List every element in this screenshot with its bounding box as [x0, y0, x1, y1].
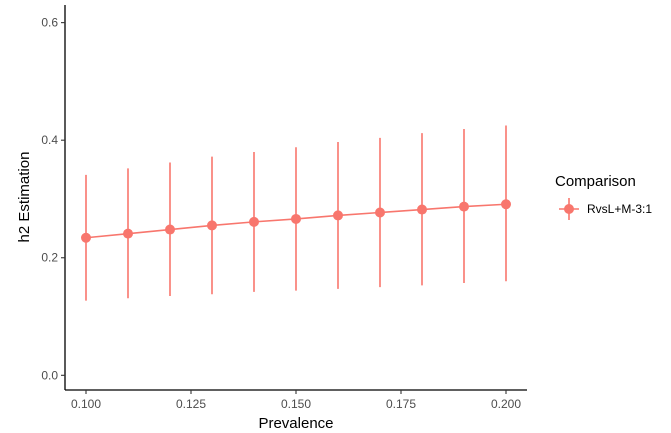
- x-tick-label: 0.150: [281, 397, 311, 411]
- x-axis-ticks: 0.100 0.125 0.150 0.175 0.200: [71, 390, 521, 411]
- data-point: [249, 216, 259, 227]
- data-point: [501, 199, 511, 210]
- error-bars: [85, 125, 507, 301]
- legend-key-point: [564, 204, 574, 214]
- data-point: [375, 207, 385, 218]
- data-point: [459, 201, 469, 212]
- data-point: [291, 213, 301, 224]
- legend-label: RvsL+M-3:1: [587, 202, 652, 216]
- y-axis-title: h2 Estimation: [16, 152, 33, 243]
- data-point: [123, 228, 133, 239]
- y-tick-label: 0.2: [41, 251, 58, 265]
- data-point: [165, 224, 175, 235]
- y-tick-label: 0.6: [41, 16, 58, 30]
- data-points: [81, 199, 511, 243]
- plot-area: [81, 125, 511, 301]
- x-tick-label: 0.125: [176, 397, 206, 411]
- y-axis-ticks: 0.0 0.2 0.4 0.6: [41, 16, 65, 382]
- data-point: [207, 220, 217, 231]
- legend: Comparison RvsL+M-3:1: [555, 173, 652, 220]
- x-tick-label: 0.200: [491, 397, 521, 411]
- data-point: [417, 204, 427, 215]
- data-point: [333, 210, 343, 221]
- y-tick-label: 0.0: [41, 368, 58, 382]
- x-axis-title: Prevalence: [258, 415, 333, 432]
- x-tick-label: 0.175: [386, 397, 416, 411]
- legend-title: Comparison: [555, 173, 636, 190]
- y-tick-label: 0.4: [41, 133, 58, 147]
- x-tick-label: 0.100: [71, 397, 101, 411]
- data-point: [81, 232, 91, 243]
